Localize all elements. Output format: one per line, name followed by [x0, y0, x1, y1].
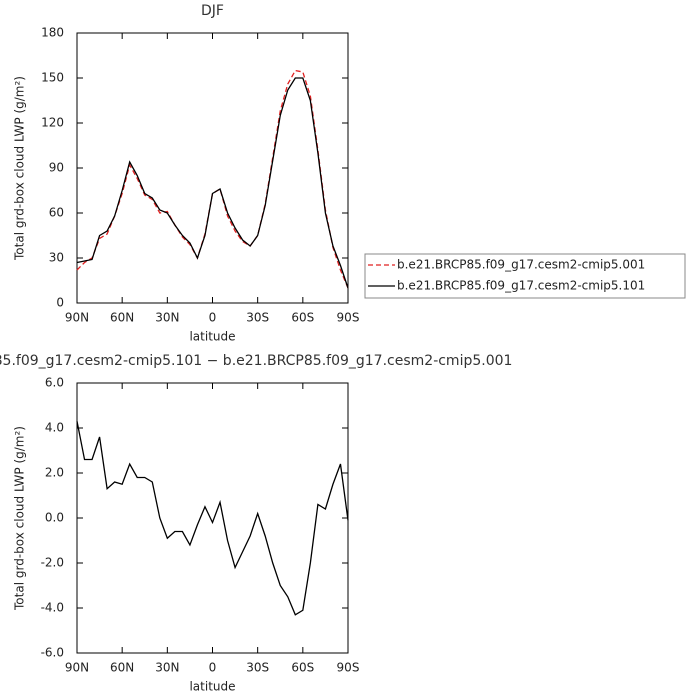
y-axis-label: Total grd-box cloud LWP (g/m²) [13, 76, 27, 261]
x-tick-label: 30N [155, 661, 179, 675]
y-tick-label: 2.0 [45, 466, 64, 480]
y-tick-label: 180 [41, 26, 64, 40]
y-tick-label: 0 [56, 296, 64, 310]
y-tick-label: -4.0 [41, 601, 64, 615]
legend-label: b.e21.BRCP85.f09_g17.cesm2-cmip5.101 [397, 279, 645, 293]
data-line [76, 421, 349, 616]
legend-label: b.e21.BRCP85.f09_g17.cesm2-cmip5.001 [397, 258, 645, 272]
y-tick-label: 4.0 [45, 421, 64, 435]
x-tick-label: 30N [155, 311, 179, 325]
x-axis-label: latitude [189, 680, 235, 694]
y-tick-label: 0.0 [45, 511, 64, 525]
chart-title: b.e21.BRCP85.f09_g17.cesm2-cmip5.101 − b… [0, 353, 512, 369]
y-tick-label: 90 [49, 161, 64, 175]
y-tick-label: -6.0 [41, 646, 64, 660]
y-tick-label: 30 [49, 251, 64, 265]
x-tick-label: 30S [246, 661, 269, 675]
y-tick-label: 60 [49, 206, 64, 220]
x-tick-label: 90S [337, 311, 360, 325]
chart-title: DJF [201, 3, 224, 19]
x-tick-label: 60N [110, 661, 134, 675]
x-tick-label: 60S [291, 311, 314, 325]
y-tick-label: 6.0 [45, 376, 64, 390]
x-tick-label: 0 [209, 311, 217, 325]
data-line [76, 77, 349, 289]
x-tick-label: 0 [209, 661, 217, 675]
legend-box [364, 253, 686, 299]
x-tick-label: 30S [246, 311, 269, 325]
x-tick-label: 90N [65, 311, 89, 325]
x-tick-label: 60N [110, 311, 134, 325]
x-tick-label: 90S [337, 661, 360, 675]
plot-frame [76, 382, 349, 654]
x-tick-label: 90N [65, 661, 89, 675]
y-tick-label: -2.0 [41, 556, 64, 570]
data-line [76, 69, 349, 289]
plot-frame [76, 32, 349, 304]
x-tick-label: 60S [291, 661, 314, 675]
y-tick-label: 150 [41, 71, 64, 85]
y-axis-label: Total grd-box cloud LWP (g/m²) [13, 426, 27, 611]
y-tick-label: 120 [41, 116, 64, 130]
x-axis-label: latitude [189, 330, 235, 344]
